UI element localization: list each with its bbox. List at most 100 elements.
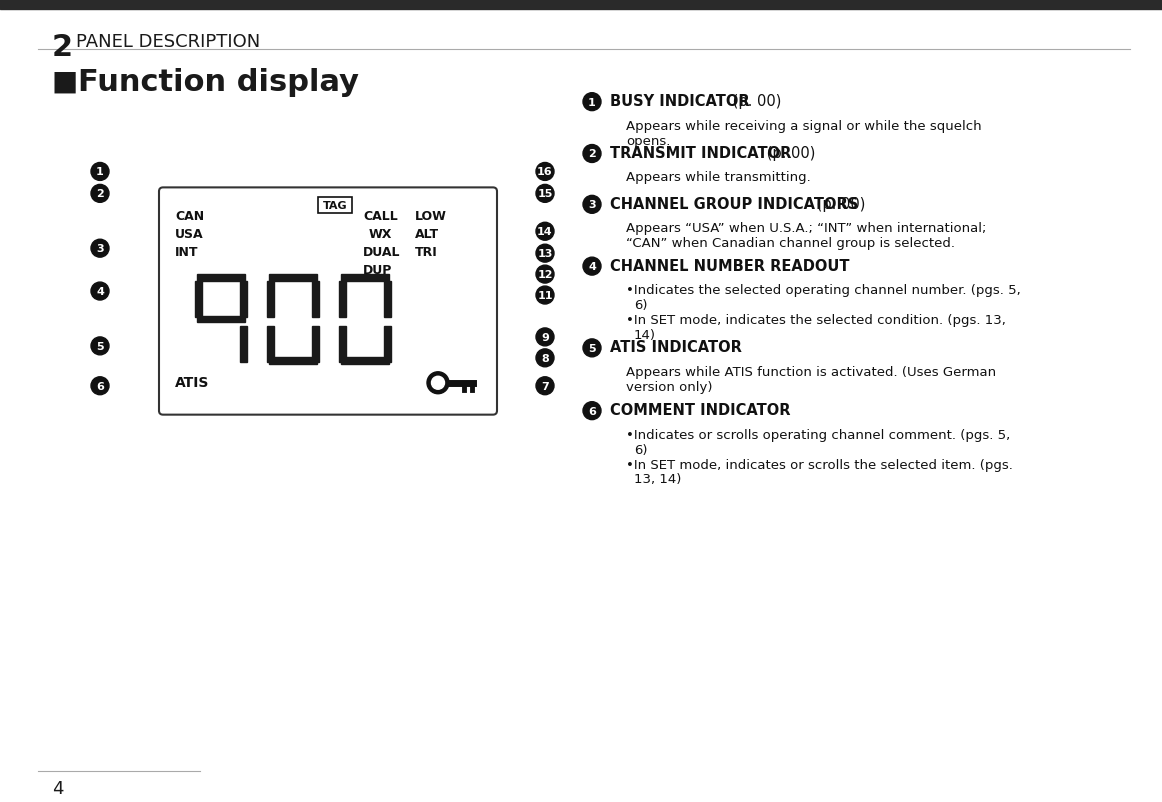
Bar [385,282,390,318]
Bar [241,282,248,318]
Text: 4: 4 [588,261,596,272]
Bar [268,358,317,364]
Text: version only): version only) [626,380,712,393]
Circle shape [431,377,445,390]
Text: 9: 9 [541,333,548,342]
Text: (p. 00): (p. 00) [729,94,781,109]
Circle shape [536,377,554,395]
Bar [267,282,274,318]
Text: WX: WX [370,228,393,241]
Text: 4: 4 [96,286,103,297]
Text: USA: USA [175,228,203,241]
Text: 6): 6) [634,298,647,312]
Circle shape [426,372,449,395]
Text: 8: 8 [541,354,548,363]
Circle shape [91,377,109,395]
Circle shape [536,265,554,284]
Text: 16: 16 [537,168,553,177]
Circle shape [583,196,601,214]
Bar [340,275,389,282]
Text: 5: 5 [588,343,596,354]
Bar [195,282,202,318]
Text: Appears while transmitting.: Appears while transmitting. [626,172,811,184]
Text: ■: ■ [52,67,78,95]
Text: CHANNEL GROUP INDICATORS: CHANNEL GROUP INDICATORS [610,196,859,212]
FancyBboxPatch shape [159,188,497,415]
Text: ATIS: ATIS [175,375,209,389]
Circle shape [583,402,601,420]
Circle shape [583,339,601,358]
Text: •In SET mode, indicates or scrolls the selected item. (pgs.: •In SET mode, indicates or scrolls the s… [626,458,1013,471]
Text: 2: 2 [588,149,596,160]
Text: CALL: CALL [363,210,397,223]
Circle shape [91,283,109,301]
Circle shape [583,94,601,111]
Text: Appears while receiving a signal or while the squelch: Appears while receiving a signal or whil… [626,119,982,132]
Text: DUAL: DUAL [363,246,401,259]
Text: (p. 00): (p. 00) [762,146,816,160]
Circle shape [91,338,109,355]
Bar [241,326,248,363]
Text: 6: 6 [588,406,596,416]
Bar [313,282,320,318]
Circle shape [536,223,554,241]
Text: (p. 00): (p. 00) [812,196,866,212]
Text: 14: 14 [537,227,553,237]
Text: 13, 14): 13, 14) [634,473,681,486]
Bar [313,326,320,363]
Bar [267,326,274,363]
Text: opens.: opens. [626,135,670,148]
Text: BUSY INDICATOR: BUSY INDICATOR [610,94,749,109]
Text: 15: 15 [537,189,553,199]
Bar [339,282,346,318]
Bar [340,358,389,364]
Bar [318,198,352,214]
Text: 13: 13 [537,249,553,259]
Bar [198,275,245,282]
Text: •In SET mode, indicates the selected condition. (pgs. 13,: •In SET mode, indicates the selected con… [626,314,1006,326]
Text: 3: 3 [96,244,103,254]
Text: “CAN” when Canadian channel group is selected.: “CAN” when Canadian channel group is sel… [626,237,955,250]
Text: ATIS INDICATOR: ATIS INDICATOR [610,340,741,355]
Text: COMMENT INDICATOR: COMMENT INDICATOR [610,403,790,418]
Text: •Indicates or scrolls operating channel comment. (pgs. 5,: •Indicates or scrolls operating channel … [626,428,1010,441]
Text: CHANNEL NUMBER READOUT: CHANNEL NUMBER READOUT [610,258,849,273]
Circle shape [91,164,109,181]
Text: 1: 1 [588,98,596,107]
Text: CAN: CAN [175,210,205,223]
Bar [339,326,346,363]
Circle shape [536,350,554,367]
Circle shape [583,257,601,276]
Text: •Indicates the selected operating channel number. (pgs. 5,: •Indicates the selected operating channe… [626,284,1020,297]
Text: PANEL DESCRIPTION: PANEL DESCRIPTION [76,33,260,51]
Bar [385,326,390,363]
Text: Appears “USA” when U.S.A.; “INT” when international;: Appears “USA” when U.S.A.; “INT” when in… [626,222,987,235]
Text: TRANSMIT INDICATOR: TRANSMIT INDICATOR [610,146,791,160]
Circle shape [536,185,554,203]
Text: 4: 4 [52,780,64,797]
Text: 11: 11 [537,290,553,301]
Text: INT: INT [175,246,199,259]
Bar [0,0,1162,10]
Circle shape [91,240,109,257]
Text: TAG: TAG [323,201,347,211]
Text: TRI: TRI [415,246,438,259]
Text: DUP: DUP [363,264,393,277]
Text: 1: 1 [96,168,103,177]
Bar [268,275,317,282]
Bar [198,316,245,323]
Text: 2: 2 [52,33,73,62]
Circle shape [91,185,109,203]
Text: 7: 7 [541,381,548,391]
Text: 3: 3 [588,200,596,210]
Text: LOW: LOW [415,210,447,223]
Text: 6: 6 [96,381,103,391]
Circle shape [536,286,554,305]
Circle shape [536,245,554,263]
Text: Function display: Function display [78,67,359,97]
Text: 14): 14) [634,329,657,342]
Text: 12: 12 [537,269,553,280]
Text: ALT: ALT [415,228,439,241]
Text: 5: 5 [96,342,103,351]
Circle shape [583,145,601,164]
